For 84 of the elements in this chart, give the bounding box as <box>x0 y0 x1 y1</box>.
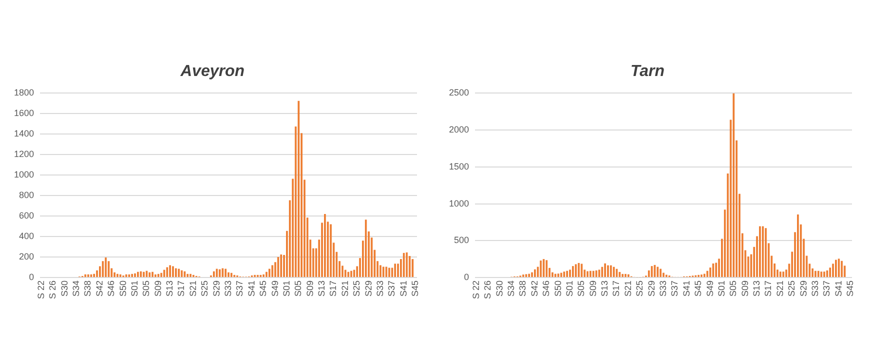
x-tick-label: S 26 <box>48 280 58 299</box>
y-tick-label: 1400 <box>14 128 34 139</box>
x-tick-label: S01 <box>716 280 726 296</box>
x-tick-label: S50 <box>552 280 563 296</box>
x-tick-label: S25 <box>200 280 210 296</box>
x-tick-label: S34 <box>506 280 516 296</box>
y-tick-label: 1500 <box>448 161 470 172</box>
y-tick-label: 2000 <box>448 124 470 135</box>
y-tick-label: 200 <box>18 251 34 262</box>
x-tick-label: S17 <box>763 280 774 296</box>
x-tick-label: S41 <box>833 280 844 296</box>
y-tick-label: 0 <box>29 272 34 282</box>
x-tick-label: S21 <box>622 280 633 296</box>
x-tick-label: S 22 <box>470 280 481 299</box>
x-tick-label: S42 <box>529 280 540 296</box>
x-tick-label: S49 <box>704 280 715 296</box>
x-tick-label: S29 <box>363 280 374 296</box>
x-tick-label: S45 <box>693 280 704 296</box>
x-tick-label: S37 <box>234 280 245 296</box>
x-tick-label: S17 <box>328 280 338 296</box>
x-tick-label: S21 <box>340 280 350 296</box>
x-tick-label: S49 <box>270 280 280 296</box>
x-tick-label: S42 <box>94 280 104 296</box>
y-tick-label: 400 <box>18 231 34 242</box>
y-tick-label: 500 <box>454 235 470 246</box>
x-tick-label: S33 <box>658 280 668 296</box>
x-tick-label: S25 <box>352 280 362 296</box>
x-tick-label: S45 <box>410 280 420 296</box>
x-tick-label: S45 <box>258 280 268 296</box>
x-tick-label: S33 <box>374 280 385 296</box>
x-tick-label: S25 <box>786 280 797 296</box>
x-tick-label: S09 <box>304 280 315 296</box>
x-tick-label: S30 <box>494 280 504 296</box>
x-tick-label: S37 <box>386 280 397 296</box>
x-tick-label: S46 <box>541 280 552 296</box>
y-tick-label: 1000 <box>14 170 34 180</box>
x-tick-label: S45 <box>845 280 856 296</box>
x-tick-label: S29 <box>211 280 222 296</box>
y-tick-label: 800 <box>18 190 34 200</box>
x-tick-label: S21 <box>188 280 198 296</box>
x-tick-label: S05 <box>728 280 738 296</box>
x-tick-label: S01 <box>281 280 292 296</box>
y-tick-label: 1800 <box>14 88 34 98</box>
chart-title: Tarn <box>630 63 665 80</box>
x-tick-label: S 26 <box>482 280 493 299</box>
x-tick-label: S05 <box>293 280 304 296</box>
x-tick-label: S13 <box>316 280 327 296</box>
y-tick-label: 600 <box>18 210 34 221</box>
x-tick-label: S37 <box>670 280 680 296</box>
x-tick-label: S13 <box>164 280 175 296</box>
x-tick-label: S09 <box>740 280 750 296</box>
y-tick-label: 0 <box>464 272 470 282</box>
x-tick-label: S21 <box>774 280 785 296</box>
x-tick-label: S50 <box>118 280 128 296</box>
x-tick-label: S29 <box>646 280 656 296</box>
x-tick-label: S09 <box>152 280 163 296</box>
x-tick-label: S34 <box>71 280 82 296</box>
x-tick-label: S38 <box>82 280 93 296</box>
y-tick-label: 2500 <box>448 88 470 98</box>
y-tick-label: 1600 <box>14 108 34 118</box>
x-tick-label: S33 <box>810 280 820 296</box>
x-tick-label: S41 <box>246 280 256 296</box>
x-tick-label: S30 <box>59 280 70 296</box>
y-tick-label: 1000 <box>448 198 470 208</box>
chart-title: Aveyron <box>179 63 245 80</box>
x-tick-label: S13 <box>752 280 762 296</box>
x-tick-label: S 22 <box>36 280 46 299</box>
x-tick-label: S01 <box>129 280 140 296</box>
x-tick-label: S38 <box>518 280 528 296</box>
x-tick-label: S05 <box>576 280 586 296</box>
x-tick-label: S01 <box>564 280 574 296</box>
x-tick-label: S41 <box>681 280 692 296</box>
x-tick-label: S37 <box>822 280 832 296</box>
y-tick-label: 1200 <box>14 149 34 160</box>
x-tick-label: S05 <box>141 280 152 296</box>
x-tick-label: S17 <box>611 280 622 296</box>
x-tick-label: S09 <box>588 280 598 296</box>
x-tick-label: S33 <box>222 280 233 296</box>
x-tick-label: S29 <box>798 280 808 296</box>
x-tick-label: S41 <box>398 280 408 296</box>
x-tick-label: S13 <box>600 280 610 296</box>
x-tick-label: S17 <box>176 280 186 296</box>
x-tick-label: S46 <box>106 280 116 296</box>
x-tick-label: S25 <box>634 280 645 296</box>
